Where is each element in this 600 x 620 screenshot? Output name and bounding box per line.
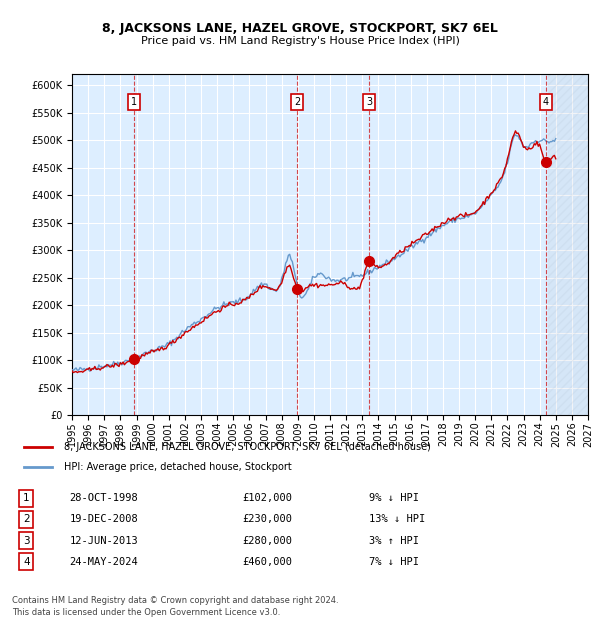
Text: 1: 1	[131, 97, 137, 107]
Text: £102,000: £102,000	[242, 494, 292, 503]
Text: 3% ↑ HPI: 3% ↑ HPI	[369, 536, 419, 546]
Text: £460,000: £460,000	[242, 557, 292, 567]
Text: £230,000: £230,000	[242, 515, 292, 525]
Text: 28-OCT-1998: 28-OCT-1998	[70, 494, 139, 503]
Text: 12-JUN-2013: 12-JUN-2013	[70, 536, 139, 546]
Text: 3: 3	[366, 97, 373, 107]
Text: 19-DEC-2008: 19-DEC-2008	[70, 515, 139, 525]
Text: Contains HM Land Registry data © Crown copyright and database right 2024.: Contains HM Land Registry data © Crown c…	[12, 596, 338, 606]
Text: 7% ↓ HPI: 7% ↓ HPI	[369, 557, 419, 567]
Text: 13% ↓ HPI: 13% ↓ HPI	[369, 515, 425, 525]
Text: 8, JACKSONS LANE, HAZEL GROVE, STOCKPORT, SK7 6EL: 8, JACKSONS LANE, HAZEL GROVE, STOCKPORT…	[102, 22, 498, 35]
Text: 9% ↓ HPI: 9% ↓ HPI	[369, 494, 419, 503]
Text: 3: 3	[23, 536, 30, 546]
Text: This data is licensed under the Open Government Licence v3.0.: This data is licensed under the Open Gov…	[12, 608, 280, 617]
Text: HPI: Average price, detached house, Stockport: HPI: Average price, detached house, Stoc…	[64, 463, 292, 472]
Text: 4: 4	[23, 557, 30, 567]
Text: 8, JACKSONS LANE, HAZEL GROVE, STOCKPORT, SK7 6EL (detached house): 8, JACKSONS LANE, HAZEL GROVE, STOCKPORT…	[64, 442, 431, 452]
Text: 2: 2	[294, 97, 301, 107]
Text: £280,000: £280,000	[242, 536, 292, 546]
Text: 24-MAY-2024: 24-MAY-2024	[70, 557, 139, 567]
Text: Price paid vs. HM Land Registry's House Price Index (HPI): Price paid vs. HM Land Registry's House …	[140, 36, 460, 46]
Text: 4: 4	[543, 97, 549, 107]
Text: 1: 1	[23, 494, 30, 503]
Text: 2: 2	[23, 515, 30, 525]
